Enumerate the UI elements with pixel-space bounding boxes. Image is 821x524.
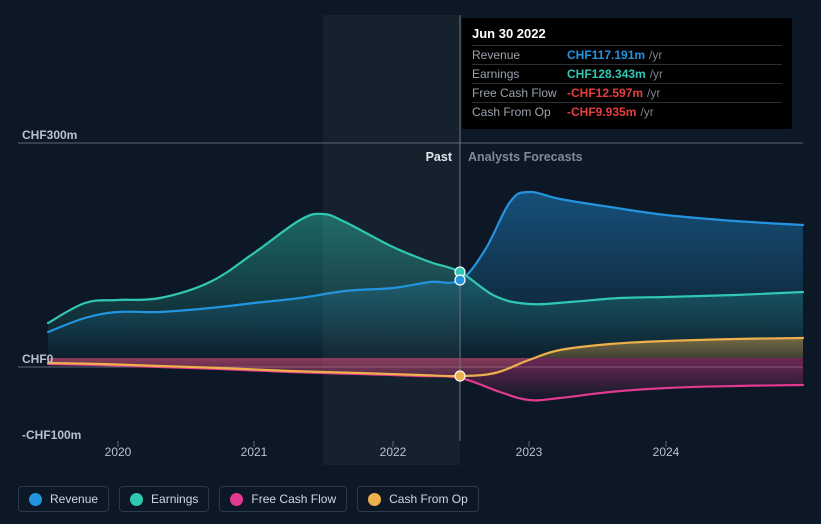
tooltip-row-revenue: Revenue CHF117.191m /yr xyxy=(472,45,782,64)
y-axis-label: CHF0 xyxy=(22,352,53,366)
tooltip-row-label: Earnings xyxy=(472,67,567,81)
tooltip-row-value: CHF128.343m xyxy=(567,67,646,81)
legend-item-earnings[interactable]: Earnings xyxy=(119,486,209,512)
tooltip-row-earnings: Earnings CHF128.343m /yr xyxy=(472,64,782,83)
tooltip-row-label: Free Cash Flow xyxy=(472,86,567,100)
svg-text:2020: 2020 xyxy=(105,445,132,459)
chart-legend: Revenue Earnings Free Cash Flow Cash Fro… xyxy=(18,486,479,512)
chart-tooltip: Jun 30 2022 Revenue CHF117.191m /yr Earn… xyxy=(462,18,792,129)
past-section-label: Past xyxy=(426,150,452,164)
svg-text:2022: 2022 xyxy=(380,445,407,459)
legend-item-revenue[interactable]: Revenue xyxy=(18,486,109,512)
y-axis-label: CHF300m xyxy=(22,128,77,142)
tooltip-row-unit: /yr xyxy=(649,48,662,62)
tooltip-row-label: Cash From Op xyxy=(472,105,567,119)
tooltip-row-value: CHF117.191m xyxy=(567,48,645,62)
legend-item-label: Cash From Op xyxy=(389,492,468,506)
legend-dot-icon xyxy=(230,493,243,506)
legend-item-cfo[interactable]: Cash From Op xyxy=(357,486,479,512)
legend-dot-icon xyxy=(368,493,381,506)
svg-text:2021: 2021 xyxy=(241,445,268,459)
legend-item-label: Earnings xyxy=(151,492,198,506)
tooltip-row-unit: /yr xyxy=(650,67,663,81)
tooltip-date: Jun 30 2022 xyxy=(472,24,782,45)
tooltip-row-fcf: Free Cash Flow -CHF12.597m /yr xyxy=(472,83,782,102)
tooltip-row-label: Revenue xyxy=(472,48,567,62)
tooltip-row-unit: /yr xyxy=(640,105,653,119)
legend-dot-icon xyxy=(130,493,143,506)
forecast-section-label: Analysts Forecasts xyxy=(468,150,583,164)
financial-chart: 2020 2021 2022 2023 2024 CHF300m CHF0 -CHF10… xyxy=(0,0,821,524)
tooltip-row-value: -CHF12.597m xyxy=(567,86,643,100)
legend-item-fcf[interactable]: Free Cash Flow xyxy=(219,486,347,512)
y-axis-label: -CHF100m xyxy=(22,428,81,442)
svg-text:2024: 2024 xyxy=(653,445,680,459)
legend-item-label: Revenue xyxy=(50,492,98,506)
legend-dot-icon xyxy=(29,493,42,506)
legend-item-label: Free Cash Flow xyxy=(251,492,336,506)
tooltip-row-value: -CHF9.935m xyxy=(567,105,636,119)
svg-text:2023: 2023 xyxy=(516,445,543,459)
tooltip-row-unit: /yr xyxy=(647,86,660,100)
tooltip-row-cfo: Cash From Op -CHF9.935m /yr xyxy=(472,102,782,121)
